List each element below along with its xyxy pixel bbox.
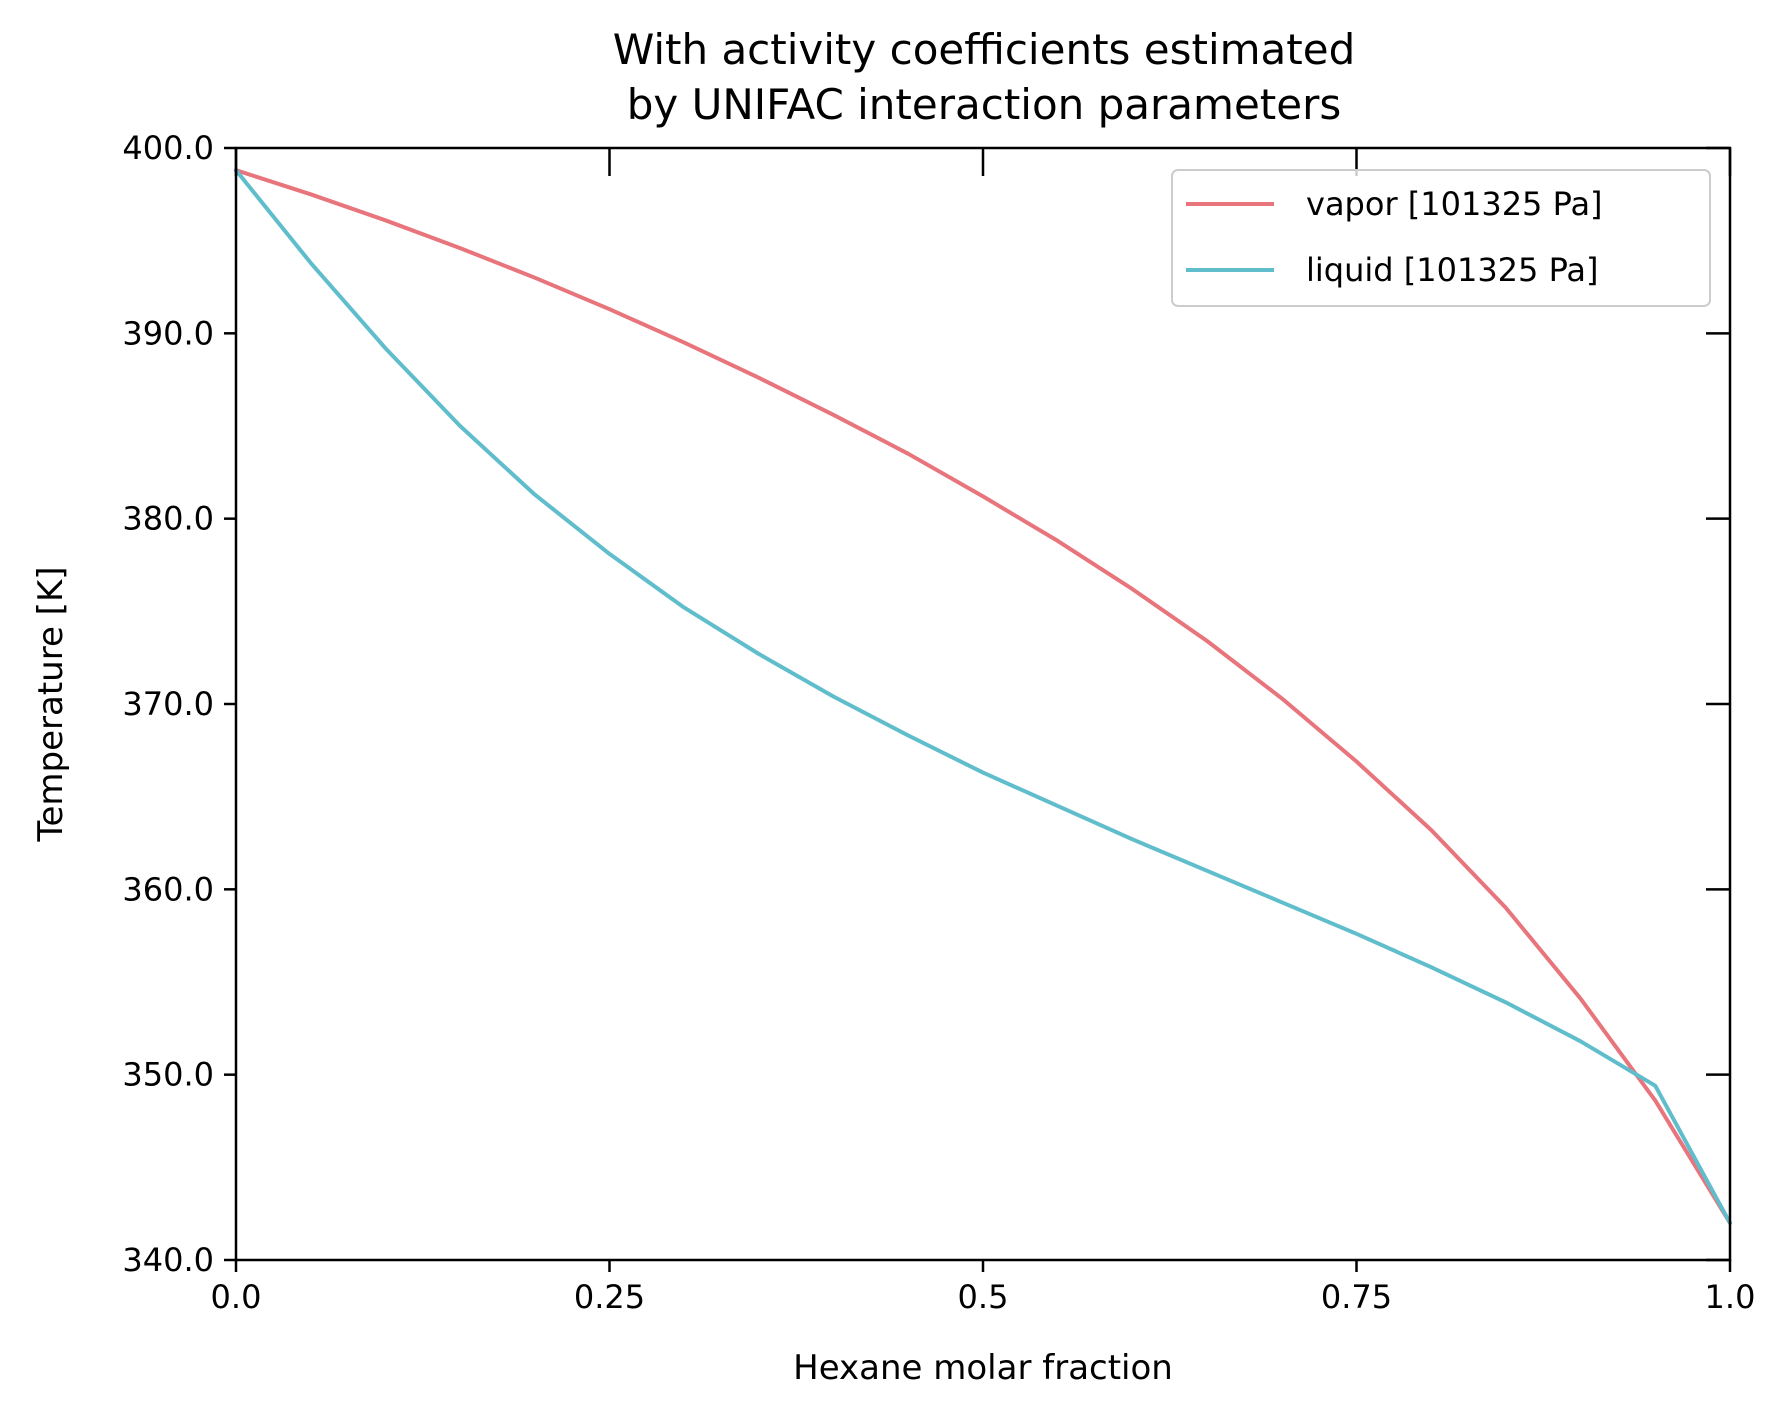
y-axis-ticks: 340.0 350.0 360.0 370.0 380.0 390.0 400.0 — [122, 129, 1730, 1279]
series-layer — [234, 168, 1732, 1225]
series-line-vapor — [234, 168, 1732, 1225]
x-tick-label: 0.25 — [574, 1278, 645, 1316]
y-tick-label: 400.0 — [122, 129, 214, 167]
x-tick-label: 0.75 — [1321, 1278, 1392, 1316]
y-tick-label: 360.0 — [122, 870, 214, 908]
legend-label-vapor: vapor [101325 Pa] — [1306, 185, 1603, 223]
legend: vapor [101325 Pa] liquid [101325 Pa] — [1171, 169, 1711, 307]
chart-title-line-1: With activity coefficients estimated — [613, 25, 1356, 74]
chart-title-line-2: by UNIFAC interaction parameters — [627, 80, 1342, 129]
x-tick-label: 0.0 — [211, 1278, 262, 1316]
y-tick-label: 340.0 — [122, 1241, 214, 1279]
x-tick-label: 0.5 — [958, 1278, 1009, 1316]
x-axis-label: Hexane molar fraction — [793, 1348, 1173, 1388]
legend-label-liquid: liquid [101325 Pa] — [1306, 251, 1599, 289]
y-tick-label: 380.0 — [122, 500, 214, 538]
y-tick-label: 370.0 — [122, 685, 214, 723]
y-axis-label: Temperature [K] — [31, 566, 71, 842]
series-line-liquid — [234, 168, 1732, 1225]
y-tick-label: 350.0 — [122, 1056, 214, 1094]
y-tick-label: 390.0 — [122, 314, 214, 352]
legend-box — [1171, 169, 1711, 307]
x-tick-label: 1.0 — [1705, 1278, 1756, 1316]
x-axis-ticks: 0.0 0.25 0.5 0.75 1.0 — [211, 148, 1756, 1316]
